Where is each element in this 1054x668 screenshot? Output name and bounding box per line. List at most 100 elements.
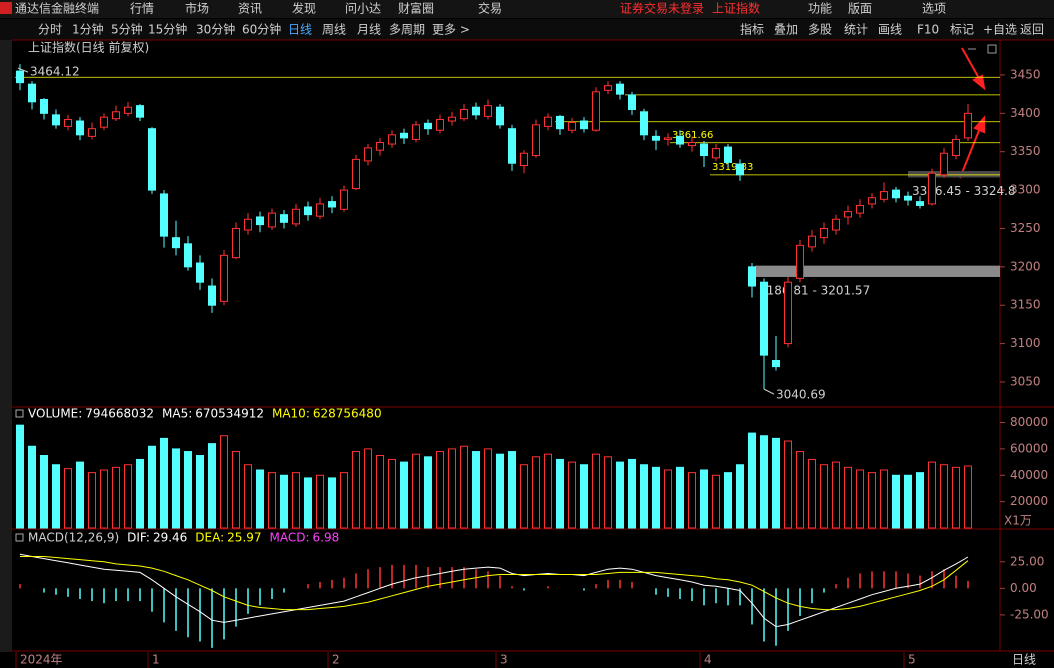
menu-item[interactable]: 行情 [130, 2, 154, 16]
volume-bar [64, 468, 72, 529]
volume-bar [724, 472, 732, 529]
high-label: 3464.12 [30, 65, 80, 79]
menu-item[interactable]: 发现 [292, 1, 316, 16]
candle-body [928, 172, 936, 205]
candle-body [520, 152, 528, 167]
candle-body [580, 120, 588, 130]
volume-bar [892, 474, 900, 529]
volume-bar [748, 432, 756, 529]
tool-button[interactable]: 叠加 [774, 23, 798, 37]
volume-bar [448, 448, 456, 529]
indicator-name: VOLUME: [28, 407, 82, 421]
volume-bar [352, 451, 360, 529]
side-tabs [0, 40, 12, 652]
volume-bar [676, 466, 684, 529]
candle-body [508, 128, 516, 164]
volume-bar [196, 455, 204, 529]
x-tick-label: 2 [332, 653, 340, 667]
candle-body [16, 70, 24, 84]
drawn-arrows [959, 47, 986, 179]
volume-bar [532, 456, 540, 529]
candle-body [28, 83, 36, 103]
tool-button[interactable]: 指标 [740, 22, 764, 37]
menu-item[interactable]: 交易 [478, 1, 502, 16]
period-button[interactable]: 15分钟 [148, 22, 187, 37]
volume-bar [76, 461, 84, 529]
indicator-name: MA10: [272, 407, 310, 421]
volume-bar [496, 453, 504, 529]
menu-bar [0, 0, 1054, 18]
login-status[interactable]: 证券交易未登录 [620, 1, 704, 16]
menu-item[interactable]: 财富圈 [398, 1, 434, 16]
tool-button[interactable]: 多股 [808, 23, 832, 37]
candle-body [304, 206, 312, 216]
period-button[interactable]: 日线 [288, 23, 312, 37]
menu-item[interactable]: 资讯 [238, 2, 262, 16]
menu-item[interactable]: 版面 [848, 2, 872, 16]
volume-bar [208, 443, 216, 529]
candle-body [616, 83, 624, 95]
candle-body [220, 254, 228, 302]
y-tick-label: 80000 [1010, 415, 1048, 429]
candle-body [964, 112, 972, 139]
y-tick-label: 20000 [1010, 494, 1048, 508]
candle-body [712, 148, 720, 159]
period-button[interactable]: 30分钟 [196, 22, 235, 37]
candle-body [808, 235, 816, 248]
tool-button[interactable]: 返回 [1020, 23, 1044, 37]
period-button[interactable]: 分时 [38, 23, 62, 37]
indicator-name: MACD: [270, 531, 310, 545]
period-button[interactable]: 月线 [357, 23, 381, 37]
volume-bar [52, 464, 60, 529]
tool-button[interactable]: 统计 [844, 23, 868, 37]
level-label: 3361.66 [672, 130, 713, 141]
period-button[interactable]: 周线 [322, 23, 346, 37]
volume-bar [784, 440, 792, 529]
period-button[interactable]: 更多 > [432, 23, 470, 37]
volume-bar [316, 474, 324, 529]
candle-body [364, 147, 372, 162]
period-button[interactable]: 60分钟 [242, 22, 281, 37]
candle-body [352, 158, 360, 190]
indicator-value: 628756480 [313, 407, 382, 421]
zone-label: 3316.45 - 3324.8 [912, 184, 1016, 198]
x-tick-label: 2024年 [20, 653, 63, 667]
volume-bar [556, 458, 564, 529]
unit-label: X1万 [1004, 514, 1032, 528]
menu-item[interactable]: 问小达 [345, 2, 381, 16]
candle-body [256, 216, 264, 226]
volume-bar [604, 456, 612, 529]
y-tick-label: 3100 [1010, 336, 1041, 350]
volume-bar [28, 445, 36, 529]
y-tick-label: -25.00 [1010, 607, 1049, 621]
volume-bar [508, 451, 516, 529]
candle-body [724, 146, 732, 163]
volume-bar [664, 469, 672, 529]
period-button[interactable]: 1分钟 [72, 22, 104, 37]
dif-line [19, 553, 969, 628]
period-button[interactable]: 5分钟 [111, 22, 143, 37]
candle-body [628, 94, 636, 110]
period-button[interactable]: 多周期 [389, 23, 425, 37]
symbol-name: 上证指数 [712, 1, 760, 16]
tool-button[interactable]: F10 [917, 23, 939, 37]
menu-item[interactable]: 功能 [808, 2, 832, 16]
dea-line [20, 556, 969, 611]
candle-body [268, 212, 276, 228]
menu-item[interactable]: 选项 [922, 2, 946, 16]
window-buttons[interactable] [968, 44, 997, 54]
menu-item[interactable]: 市场 [185, 1, 209, 16]
volume-bar [136, 458, 144, 529]
tool-button[interactable]: 画线 [878, 23, 902, 37]
volume-bar [256, 469, 264, 529]
volume-bar [40, 455, 48, 529]
candle-body [856, 204, 864, 214]
tool-button[interactable]: 标记 [950, 23, 974, 37]
candle-body [100, 116, 108, 128]
y-tick-label: 0.00 [1010, 581, 1037, 595]
tool-button[interactable]: +自选 [983, 23, 1017, 37]
candle-body [76, 120, 84, 136]
indicator-name: DEA: [195, 531, 224, 545]
candle-body [184, 243, 192, 268]
volume-bar [808, 458, 816, 529]
